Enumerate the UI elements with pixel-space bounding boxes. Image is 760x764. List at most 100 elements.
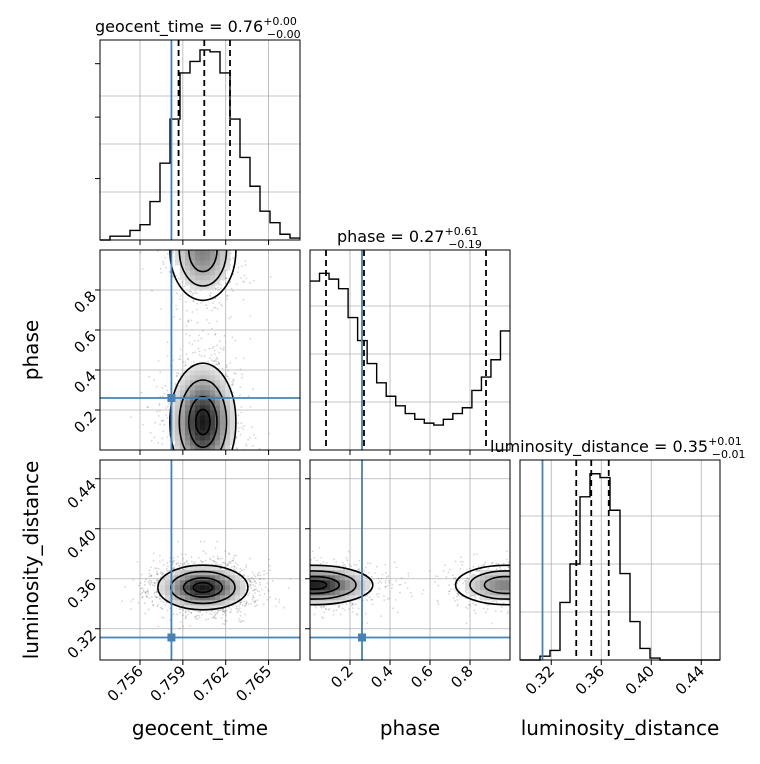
sample-point <box>151 596 153 598</box>
density-cell <box>325 600 331 606</box>
sample-point <box>366 622 369 624</box>
density-cell <box>185 390 191 396</box>
x-tick-label: 0.759 <box>147 662 190 705</box>
sample-point <box>232 557 235 559</box>
density-cell <box>500 595 506 601</box>
sample-point <box>138 584 140 587</box>
density-cell <box>505 570 510 576</box>
density-cell <box>225 445 231 450</box>
sample-point <box>339 613 342 616</box>
sample-point <box>253 434 255 436</box>
density-cell <box>190 380 196 386</box>
density-cell <box>215 375 221 381</box>
sample-point <box>172 560 175 563</box>
sample-point <box>228 377 231 380</box>
sample-point <box>165 567 168 570</box>
sample-point <box>191 311 194 313</box>
sample-point <box>211 617 214 619</box>
density-cell <box>210 575 216 581</box>
density-cell <box>190 580 196 586</box>
density-cell <box>180 420 186 426</box>
contour-line <box>188 250 218 273</box>
density-cell <box>235 575 241 581</box>
sample-point <box>341 603 344 605</box>
density-cell <box>240 590 246 596</box>
sample-point <box>156 596 158 599</box>
sample-point <box>137 601 140 604</box>
sample-point <box>252 589 255 592</box>
title-main: phase = 0.27 <box>337 227 444 246</box>
density-cell <box>355 580 361 586</box>
sample-point <box>219 287 222 290</box>
sample-point <box>183 285 186 288</box>
density-cell <box>495 585 501 591</box>
sample-point <box>193 616 196 618</box>
sample-point <box>199 560 202 562</box>
sample-point <box>216 558 219 560</box>
density-cell <box>210 390 216 396</box>
sample-point <box>217 610 220 613</box>
sample-point <box>198 611 201 613</box>
sample-point <box>434 575 437 578</box>
sample-point <box>244 260 247 262</box>
sample-point <box>473 595 476 598</box>
sample-point <box>248 557 251 560</box>
sample-point <box>400 583 402 586</box>
density-cell <box>205 400 211 406</box>
sample-point <box>457 603 459 606</box>
density-cell <box>190 260 196 266</box>
sample-point <box>158 597 161 600</box>
density-cell <box>210 430 216 436</box>
sample-point <box>475 603 478 606</box>
density-cell <box>170 415 176 421</box>
sample-point <box>189 334 191 337</box>
density-cell <box>190 375 196 381</box>
sample-point <box>167 569 170 572</box>
sample-point <box>144 592 147 594</box>
sample-point <box>224 562 227 565</box>
sample-point <box>166 341 169 344</box>
sample-point <box>121 600 123 603</box>
density-cell <box>365 580 371 586</box>
sample-point <box>254 575 257 578</box>
sample-point <box>249 580 252 583</box>
sample-point <box>179 318 182 320</box>
sample-point <box>493 600 495 603</box>
density-cell <box>215 270 221 276</box>
sample-point <box>506 550 508 553</box>
sample-point <box>235 357 238 360</box>
title-plus: +0.01 <box>708 435 742 448</box>
density-cell <box>210 270 216 276</box>
sample-point <box>245 445 248 447</box>
density-cell <box>215 580 221 586</box>
density-cell <box>205 425 211 431</box>
density-cell <box>215 370 221 376</box>
density-cell <box>220 580 226 586</box>
density-cell <box>190 595 196 601</box>
sample-point <box>384 586 387 588</box>
density-cell <box>170 430 176 436</box>
sample-point <box>146 591 149 593</box>
sample-point <box>186 357 189 360</box>
density-cell <box>215 280 221 286</box>
density-cell <box>320 570 326 576</box>
sample-point <box>214 617 216 620</box>
density-cell <box>200 250 206 256</box>
sample-point <box>232 559 235 562</box>
sample-point <box>215 612 218 615</box>
density-cell <box>195 405 201 411</box>
sample-point <box>220 563 222 566</box>
sample-point <box>226 563 229 566</box>
sample-point <box>176 374 179 377</box>
density-cell <box>200 565 206 571</box>
sample-point <box>150 574 153 577</box>
sample-point <box>213 306 215 309</box>
density-cell <box>330 580 336 586</box>
density-cell <box>170 400 176 406</box>
sample-point <box>321 616 323 618</box>
density-cell <box>180 375 186 381</box>
density-cell <box>505 575 510 581</box>
density-cell <box>200 275 206 281</box>
sample-point <box>259 577 262 580</box>
